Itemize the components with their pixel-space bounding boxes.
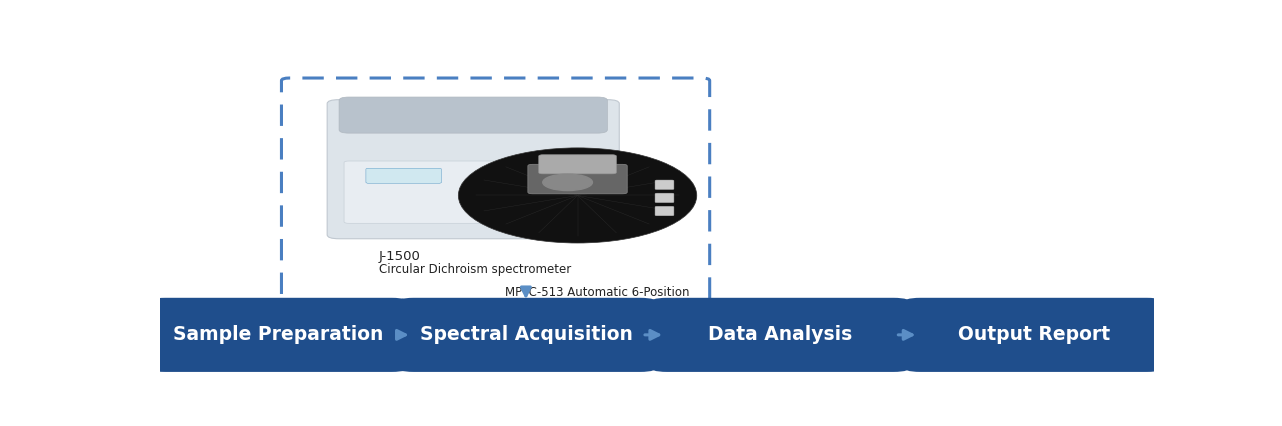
FancyBboxPatch shape	[655, 193, 674, 203]
FancyBboxPatch shape	[327, 100, 619, 239]
Text: Data Analysis: Data Analysis	[708, 325, 853, 344]
Circle shape	[542, 174, 592, 190]
FancyBboxPatch shape	[528, 164, 627, 194]
FancyBboxPatch shape	[365, 168, 441, 183]
FancyBboxPatch shape	[147, 298, 410, 372]
Text: Circular Dichroism spectrometer: Circular Dichroism spectrometer	[379, 263, 570, 276]
FancyBboxPatch shape	[655, 206, 674, 216]
FancyBboxPatch shape	[649, 298, 912, 372]
Text: Output Report: Output Report	[958, 325, 1110, 344]
FancyBboxPatch shape	[655, 180, 674, 190]
FancyBboxPatch shape	[344, 161, 603, 223]
FancyBboxPatch shape	[338, 97, 608, 133]
Text: Spectral Acquisition: Spectral Acquisition	[420, 325, 633, 344]
Text: Sample Preparation: Sample Preparation	[173, 325, 383, 344]
Text: Peltier Thermostatted Turret Cell Changer: Peltier Thermostatted Turret Cell Change…	[474, 298, 720, 311]
FancyBboxPatch shape	[538, 155, 617, 174]
Text: J-1500: J-1500	[379, 250, 420, 263]
Text: MPTC-513 Automatic 6-Position: MPTC-513 Automatic 6-Position	[505, 286, 690, 299]
FancyBboxPatch shape	[903, 298, 1165, 372]
Ellipse shape	[459, 148, 697, 243]
FancyBboxPatch shape	[282, 78, 710, 351]
FancyBboxPatch shape	[396, 298, 658, 372]
